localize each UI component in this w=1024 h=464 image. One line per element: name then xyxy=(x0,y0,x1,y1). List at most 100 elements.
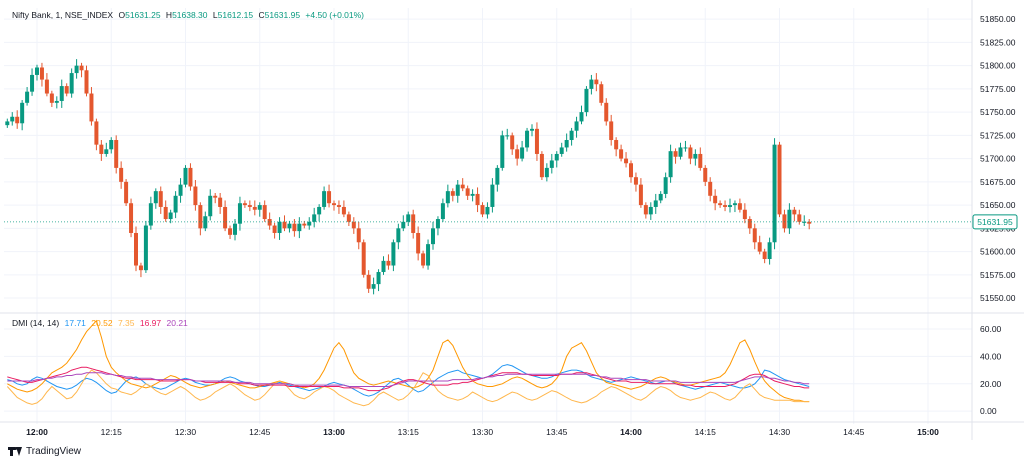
dmi-line xyxy=(7,366,810,392)
candle-body xyxy=(213,195,218,198)
candle-body xyxy=(5,121,10,126)
candle-body xyxy=(317,206,322,215)
candle-body xyxy=(208,195,213,217)
candle-body xyxy=(673,151,678,157)
time-tick-label: 12:30 xyxy=(175,427,197,437)
candle-body xyxy=(767,242,772,260)
candle-body xyxy=(624,158,629,164)
price-tick-label: 51800.00 xyxy=(980,61,1016,71)
price-series xyxy=(5,59,812,295)
dmi-tick-label: 40.00 xyxy=(980,351,1002,361)
candle-body xyxy=(386,260,391,266)
candle-body xyxy=(688,147,693,159)
price-tick-label: 51850.00 xyxy=(980,14,1016,24)
candle-body xyxy=(346,214,351,222)
time-tick-label: 14:00 xyxy=(620,427,642,437)
dmi-line xyxy=(7,319,810,403)
candle-body xyxy=(242,203,247,206)
candle-body xyxy=(124,181,129,204)
candle-body xyxy=(277,221,282,233)
candle-body xyxy=(233,223,237,235)
candle-body xyxy=(228,228,233,235)
candle-body xyxy=(396,228,401,243)
candle-body xyxy=(579,112,584,122)
candle-body xyxy=(411,214,416,233)
dmi-series xyxy=(6,319,810,407)
low-label: L xyxy=(212,10,218,20)
candle-body xyxy=(747,219,752,229)
price-tick-label: 51825.00 xyxy=(980,37,1016,47)
price-tick-label: 51700.00 xyxy=(980,154,1016,164)
candle-body xyxy=(327,191,332,204)
candle-body xyxy=(599,84,604,103)
candle-body xyxy=(322,191,327,207)
candle-body xyxy=(421,253,426,266)
time-tick-label: 12:45 xyxy=(249,427,271,437)
candle-body xyxy=(406,214,411,222)
candle-body xyxy=(762,251,767,260)
candle-body xyxy=(371,284,376,289)
branding-text: TradingView xyxy=(26,446,82,457)
candle-body xyxy=(732,203,737,206)
candle-body xyxy=(495,167,500,185)
symbol-label[interactable]: Nifty Bank, 1, NSE_INDEX xyxy=(12,10,114,20)
candle-body xyxy=(109,140,114,150)
tradingview-logo-icon xyxy=(8,447,22,456)
dmi-line xyxy=(7,372,810,387)
candle-body xyxy=(470,193,475,196)
candle-body xyxy=(416,232,421,254)
candle-body xyxy=(64,86,69,94)
candle-body xyxy=(312,214,317,222)
candle-body xyxy=(237,203,242,224)
candle-body xyxy=(500,135,505,168)
candle-body xyxy=(30,74,35,92)
open-label: O xyxy=(118,10,126,20)
candle-body xyxy=(401,221,406,229)
candle-body xyxy=(134,232,138,266)
candle-body xyxy=(678,147,683,157)
candle-body xyxy=(252,206,257,210)
candle-body xyxy=(138,265,143,271)
candle-body xyxy=(435,219,440,229)
candle-body xyxy=(787,209,792,229)
candle-body xyxy=(539,153,544,178)
candle-body xyxy=(188,167,193,187)
candle-body xyxy=(292,223,297,232)
price-tick-label: 51650.00 xyxy=(980,200,1016,210)
candle-body xyxy=(648,206,653,215)
candle-body xyxy=(713,195,718,204)
candle-body xyxy=(445,191,450,204)
candle-body xyxy=(198,205,203,229)
candle-body xyxy=(772,144,777,243)
candle-body xyxy=(20,102,25,124)
candle-body xyxy=(341,206,346,215)
candle-body xyxy=(480,205,485,215)
close-label: C xyxy=(258,10,265,20)
dmi-tick-label: 0.00 xyxy=(980,406,997,416)
dmi-value-5: 20.21 xyxy=(166,318,188,328)
candle-body xyxy=(302,223,307,226)
dmi-title[interactable]: DMI (14, 14) xyxy=(12,318,60,328)
time-tick-label: 14:45 xyxy=(843,427,865,437)
candle-body xyxy=(668,151,673,178)
time-tick-label: 14:30 xyxy=(769,427,791,437)
candle-body xyxy=(183,167,188,185)
candle-body xyxy=(520,147,525,159)
candle-body xyxy=(223,206,228,229)
low-value: 51612.15 xyxy=(217,10,254,20)
candle-body xyxy=(168,212,173,220)
time-tick-label: 13:45 xyxy=(546,427,568,437)
candle-body xyxy=(10,116,15,122)
candle-body xyxy=(530,128,534,131)
candle-body xyxy=(450,191,455,196)
candle-body xyxy=(272,225,277,233)
candle-body xyxy=(119,167,124,182)
candle-body xyxy=(59,86,64,101)
candle-body xyxy=(564,140,569,148)
price-tick-label: 51725.00 xyxy=(980,130,1016,140)
candle-body xyxy=(510,135,515,150)
tradingview-logo[interactable]: TradingView xyxy=(8,446,81,457)
candle-body xyxy=(431,228,435,245)
candle-body xyxy=(604,102,609,122)
candle-body xyxy=(193,186,198,206)
